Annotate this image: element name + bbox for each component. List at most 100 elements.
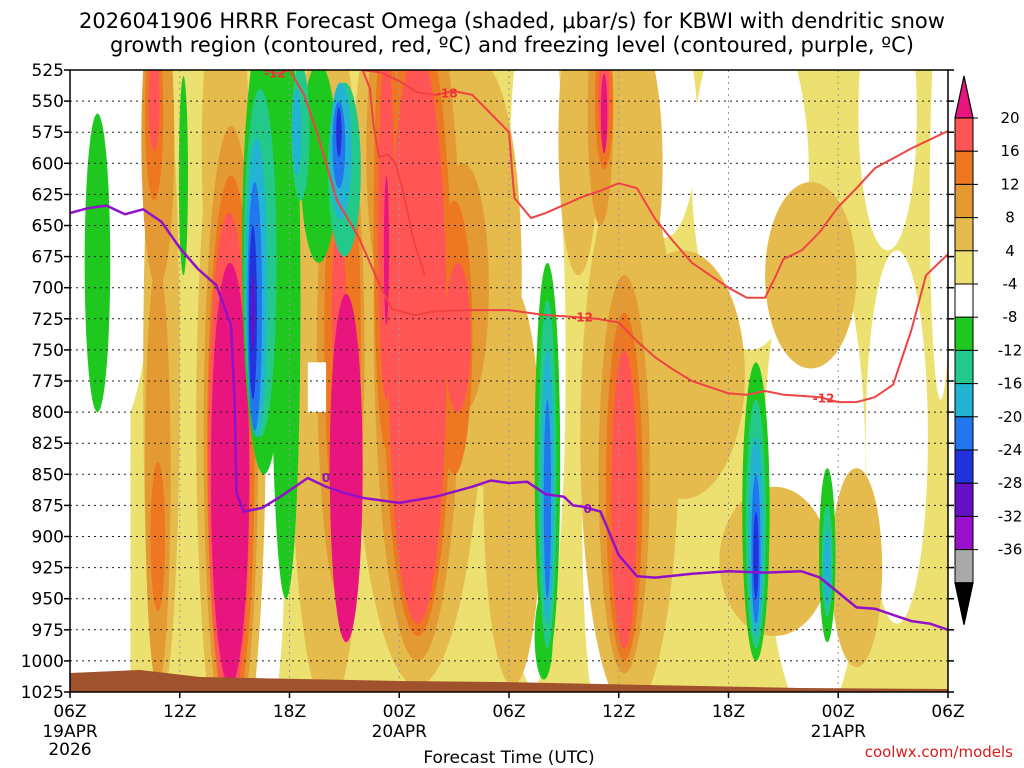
y-tick-label-800: 800 bbox=[32, 403, 64, 423]
shade-region-55 bbox=[329, 293, 363, 643]
y-tick-label-600: 600 bbox=[32, 154, 64, 174]
y-tick-label-950: 950 bbox=[32, 590, 64, 610]
y-tick-label-775: 775 bbox=[32, 372, 64, 392]
contour-3 bbox=[362, 70, 510, 133]
x-tick-label-12: 18Z bbox=[273, 702, 306, 722]
y-tick-label-1025: 1025 bbox=[21, 683, 64, 703]
contour-label-minus12-1: -12 bbox=[264, 67, 286, 81]
colorbar-swatch-12 bbox=[954, 515, 974, 551]
y-tick-label-900: 900 bbox=[32, 528, 64, 548]
shade-region-27 bbox=[765, 181, 857, 369]
x-tick-label-24: 06Z bbox=[492, 702, 525, 722]
y-tick-label-550: 550 bbox=[32, 92, 64, 112]
colorbar-swatch-2 bbox=[954, 183, 974, 219]
colorbar-label-7: -12 bbox=[998, 341, 1023, 359]
x-tick-label-36: 18Z bbox=[712, 702, 745, 722]
shade-region-20 bbox=[604, 70, 663, 301]
shade-region-58 bbox=[84, 113, 111, 413]
contour-1 bbox=[263, 70, 948, 404]
x-tick-year-0: 2026 bbox=[48, 740, 91, 760]
colorbar-label-13: -36 bbox=[998, 541, 1023, 559]
colorbar-label-10: -24 bbox=[998, 441, 1023, 459]
colorbar-swatch-11 bbox=[954, 482, 974, 517]
contour-label-minus12-3: -12 bbox=[813, 391, 835, 405]
colorbar-swatch-10 bbox=[954, 449, 974, 484]
colorbar-label-12: -32 bbox=[998, 507, 1023, 525]
y-tick-label-700: 700 bbox=[32, 279, 64, 299]
x-tick-label-42: 00Z bbox=[822, 702, 855, 722]
shade-region-52 bbox=[148, 70, 160, 151]
colorbar: 20 16 12 8 4 -4 -8 -12 -16 -20 -24 -28 -32 -36 bbox=[954, 75, 1023, 625]
x-tick-label-18: 00Z bbox=[383, 702, 416, 722]
shade-region-62 bbox=[271, 70, 301, 599]
shade-region-9 bbox=[858, 70, 917, 251]
colorbar-swatch-4 bbox=[954, 250, 974, 285]
shade-region-50 bbox=[444, 262, 471, 413]
shade-region-85 bbox=[336, 107, 342, 158]
omega-shading bbox=[70, 70, 948, 692]
shade-region-86 bbox=[753, 511, 759, 599]
contour-0 bbox=[70, 204, 948, 631]
y-tick-label-650: 650 bbox=[32, 217, 64, 237]
y-tick-label-1000: 1000 bbox=[21, 652, 64, 672]
y-tick-label-850: 850 bbox=[32, 465, 64, 485]
contour-label-minus12-2: -12 bbox=[571, 311, 593, 325]
y-tick-label-925: 925 bbox=[32, 559, 64, 579]
shade-region-82 bbox=[543, 399, 552, 599]
chart-title-line-2: growth region (contoured, red, ºC) and f… bbox=[110, 33, 914, 57]
colorbar-top-arrow bbox=[954, 75, 974, 119]
shade-region-49 bbox=[611, 349, 638, 649]
y-tick-label-525: 525 bbox=[32, 61, 64, 81]
colorbar-label-0: 20 bbox=[1000, 109, 1019, 127]
shade-region-23 bbox=[719, 486, 830, 637]
colorbar-swatch-3 bbox=[954, 217, 974, 252]
shade-region-88 bbox=[307, 362, 327, 413]
colorbar-swatch-6 bbox=[954, 316, 974, 351]
x-tick-date-0: 19APR bbox=[42, 722, 98, 742]
y-tick-label-625: 625 bbox=[32, 185, 64, 205]
shade-region-63 bbox=[300, 70, 338, 263]
shade-region-54 bbox=[210, 262, 250, 686]
contour-lines: 0 0 -12 -12 -12 -18 bbox=[70, 67, 948, 631]
shade-region-6 bbox=[865, 250, 928, 624]
colorbar-label-6: -8 bbox=[1003, 308, 1018, 326]
y-tick-label-750: 750 bbox=[32, 341, 64, 361]
colorbar-swatch-7 bbox=[954, 349, 974, 385]
colorbar-label-9: -20 bbox=[998, 408, 1023, 426]
colorbar-swatch-9 bbox=[954, 416, 974, 451]
y-tick-label-575: 575 bbox=[32, 123, 64, 143]
terrain-ground bbox=[70, 670, 948, 692]
x-tick-label-0: 06Z bbox=[53, 702, 86, 722]
colorbar-swatch-0 bbox=[954, 117, 974, 152]
contour-2 bbox=[508, 130, 948, 299]
shade-region-45 bbox=[150, 461, 166, 612]
x-axis-title: Forecast Time (UTC) bbox=[423, 748, 594, 768]
colorbar-label-8: -16 bbox=[998, 375, 1023, 393]
shade-region-21 bbox=[483, 287, 542, 686]
shade-region-87 bbox=[251, 275, 255, 350]
colorbar-label-4: 4 bbox=[1005, 242, 1015, 260]
y-tick-label-725: 725 bbox=[32, 310, 64, 330]
shade-region-57 bbox=[383, 175, 390, 326]
shade-region-56 bbox=[600, 73, 608, 154]
y-tick-label-975: 975 bbox=[32, 621, 64, 641]
contour-label-minus18-1: -18 bbox=[436, 87, 458, 101]
colorbar-swatch-13 bbox=[954, 549, 974, 584]
x-tick-label-48: 06Z bbox=[931, 702, 964, 722]
x-tick-date-18: 20APR bbox=[372, 722, 428, 742]
shade-region-2 bbox=[70, 70, 155, 437]
colorbar-label-11: -28 bbox=[998, 474, 1023, 492]
credit-text[interactable]: coolwx.com/models bbox=[865, 743, 1013, 761]
colorbar-swatch-8 bbox=[954, 383, 974, 418]
colorbar-label-1: 16 bbox=[1000, 142, 1019, 160]
y-tick-label-675: 675 bbox=[32, 248, 64, 268]
shade-region-4 bbox=[510, 70, 563, 276]
shade-region-79 bbox=[292, 88, 302, 176]
contour-4 bbox=[361, 70, 426, 276]
contour-label-freezing-2: 0 bbox=[583, 502, 591, 516]
colorbar-swatch-1 bbox=[954, 150, 974, 185]
x-tick-label-6: 12Z bbox=[163, 702, 196, 722]
contour-label-freezing-1: 0 bbox=[322, 471, 330, 485]
